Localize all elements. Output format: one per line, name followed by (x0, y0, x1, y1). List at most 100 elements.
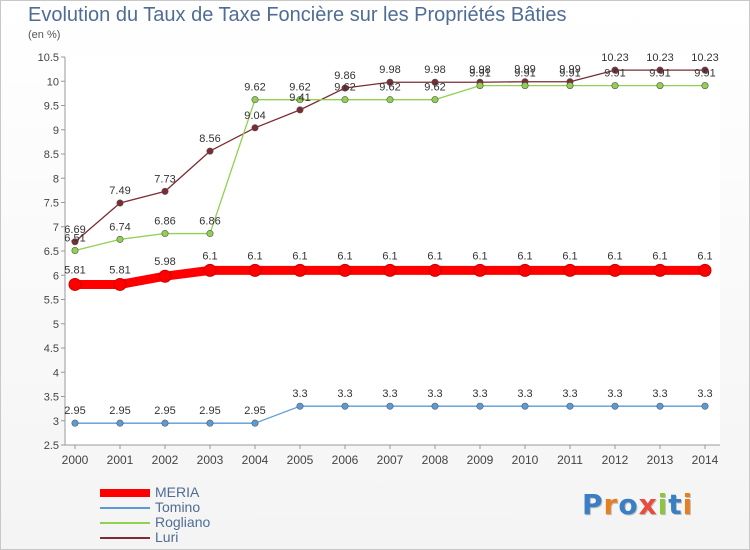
data-point-rogliano (611, 82, 619, 90)
data-label-luri: 10.23 (601, 52, 629, 64)
logo-letter: P (582, 488, 604, 521)
data-label-rogliano: 9.91 (559, 68, 580, 80)
data-point-meria (428, 263, 442, 277)
data-label-luri: 6.69 (64, 224, 85, 236)
legend-swatch-rogliano (100, 522, 150, 524)
y-tick-label: 9 (53, 125, 59, 137)
data-point-rogliano (296, 96, 304, 104)
y-tick-label: 5.5 (44, 295, 59, 307)
data-point-meria (518, 263, 532, 277)
data-label-meria: 5.98 (154, 256, 175, 268)
data-point-meria (338, 263, 352, 277)
data-label-rogliano: 9.91 (514, 68, 535, 80)
legend-label: Luri (155, 529, 179, 545)
data-label-meria: 6.1 (697, 250, 712, 262)
data-point-rogliano (206, 230, 214, 238)
data-point-luri (251, 124, 259, 132)
y-tick-label: 10 (47, 76, 59, 88)
data-point-tomino (566, 402, 574, 410)
logo-letter: o (618, 488, 639, 521)
data-point-meria (158, 269, 172, 283)
data-label-rogliano: 9.62 (244, 82, 265, 94)
data-point-meria (248, 263, 262, 277)
data-label-meria: 5.81 (64, 264, 85, 276)
data-label-luri: 9.99 (559, 64, 580, 76)
data-label-rogliano: 9.91 (649, 68, 670, 80)
data-point-luri (611, 66, 619, 74)
data-label-meria: 6.1 (562, 250, 577, 262)
chart-title: Evolution du Taux de Taxe Foncière sur l… (28, 4, 567, 26)
data-label-luri: 9.98 (379, 64, 400, 76)
y-tick-label: 6.5 (44, 246, 59, 258)
data-label-tomino: 3.3 (652, 388, 667, 400)
legend-swatch-luri (100, 537, 150, 539)
x-tick-label: 2007 (377, 453, 404, 467)
x-tick-label: 2005 (287, 453, 314, 467)
y-tick-label: 10.5 (38, 52, 59, 64)
data-point-tomino (161, 419, 169, 427)
data-point-meria (698, 263, 712, 277)
x-tick-label: 2010 (512, 453, 539, 467)
data-point-tomino (521, 402, 529, 410)
y-tick-label: 6 (53, 270, 59, 282)
data-point-meria (383, 263, 397, 277)
data-label-tomino: 2.95 (154, 405, 175, 417)
x-tick-label: 2003 (197, 453, 224, 467)
data-label-meria: 6.1 (652, 250, 667, 262)
data-label-tomino: 3.3 (517, 388, 532, 400)
chart-unit-label: (en %) (28, 29, 61, 41)
data-label-luri: 9.98 (424, 64, 445, 76)
data-point-rogliano (431, 96, 439, 104)
data-label-luri: 7.73 (154, 173, 175, 185)
data-label-luri: 9.41 (289, 92, 310, 104)
data-point-rogliano (566, 82, 574, 90)
y-tick-label: 9.5 (44, 101, 59, 113)
legend-item-luri: Luri (100, 530, 320, 545)
data-point-meria (653, 263, 667, 277)
data-label-meria: 6.1 (472, 250, 487, 262)
data-label-meria: 6.1 (607, 250, 622, 262)
data-label-tomino: 3.3 (427, 388, 442, 400)
data-label-luri: 9.86 (334, 70, 355, 82)
legend-item-rogliano: Rogliano (100, 515, 320, 530)
data-label-tomino: 3.3 (472, 388, 487, 400)
data-point-tomino (116, 419, 124, 427)
data-point-rogliano (251, 96, 259, 104)
y-tick-label: 3 (53, 416, 59, 428)
data-point-rogliano (476, 82, 484, 90)
logo-letter: x (638, 488, 658, 521)
data-label-tomino: 2.95 (109, 405, 130, 417)
data-point-tomino (611, 402, 619, 410)
x-tick-label: 2002 (152, 453, 179, 467)
data-label-luri: 9.04 (244, 110, 265, 122)
legend-label: Rogliano (155, 514, 211, 530)
y-tick-label: 8 (53, 173, 59, 185)
data-label-rogliano: 9.91 (694, 68, 715, 80)
logo-letter: i (657, 488, 669, 521)
data-point-tomino (206, 419, 214, 427)
data-label-rogliano: 9.91 (469, 68, 490, 80)
x-tick-label: 2000 (62, 453, 89, 467)
data-point-luri (71, 238, 79, 246)
data-point-meria (203, 263, 217, 277)
data-label-meria: 6.1 (247, 250, 262, 262)
data-point-tomino (71, 419, 79, 427)
data-label-tomino: 2.95 (199, 405, 220, 417)
data-point-tomino (476, 402, 484, 410)
chart-legend: MERIA Tomino Rogliano Luri (100, 485, 320, 545)
data-point-luri (296, 106, 304, 114)
legend-item-tomino: Tomino (100, 500, 320, 515)
data-label-rogliano: 6.51 (64, 233, 85, 245)
data-label-meria: 6.1 (202, 250, 217, 262)
data-point-rogliano (71, 247, 79, 255)
data-point-rogliano (521, 82, 529, 90)
x-tick-label: 2013 (647, 453, 674, 467)
data-label-rogliano: 6.86 (199, 216, 220, 228)
y-tick-label: 5 (53, 319, 59, 331)
logo-letter: i (682, 488, 694, 521)
legend-label: MERIA (155, 484, 200, 500)
y-tick-label: 7 (53, 222, 59, 234)
data-point-tomino (431, 402, 439, 410)
data-point-tomino (251, 419, 259, 427)
data-point-luri (701, 66, 709, 74)
